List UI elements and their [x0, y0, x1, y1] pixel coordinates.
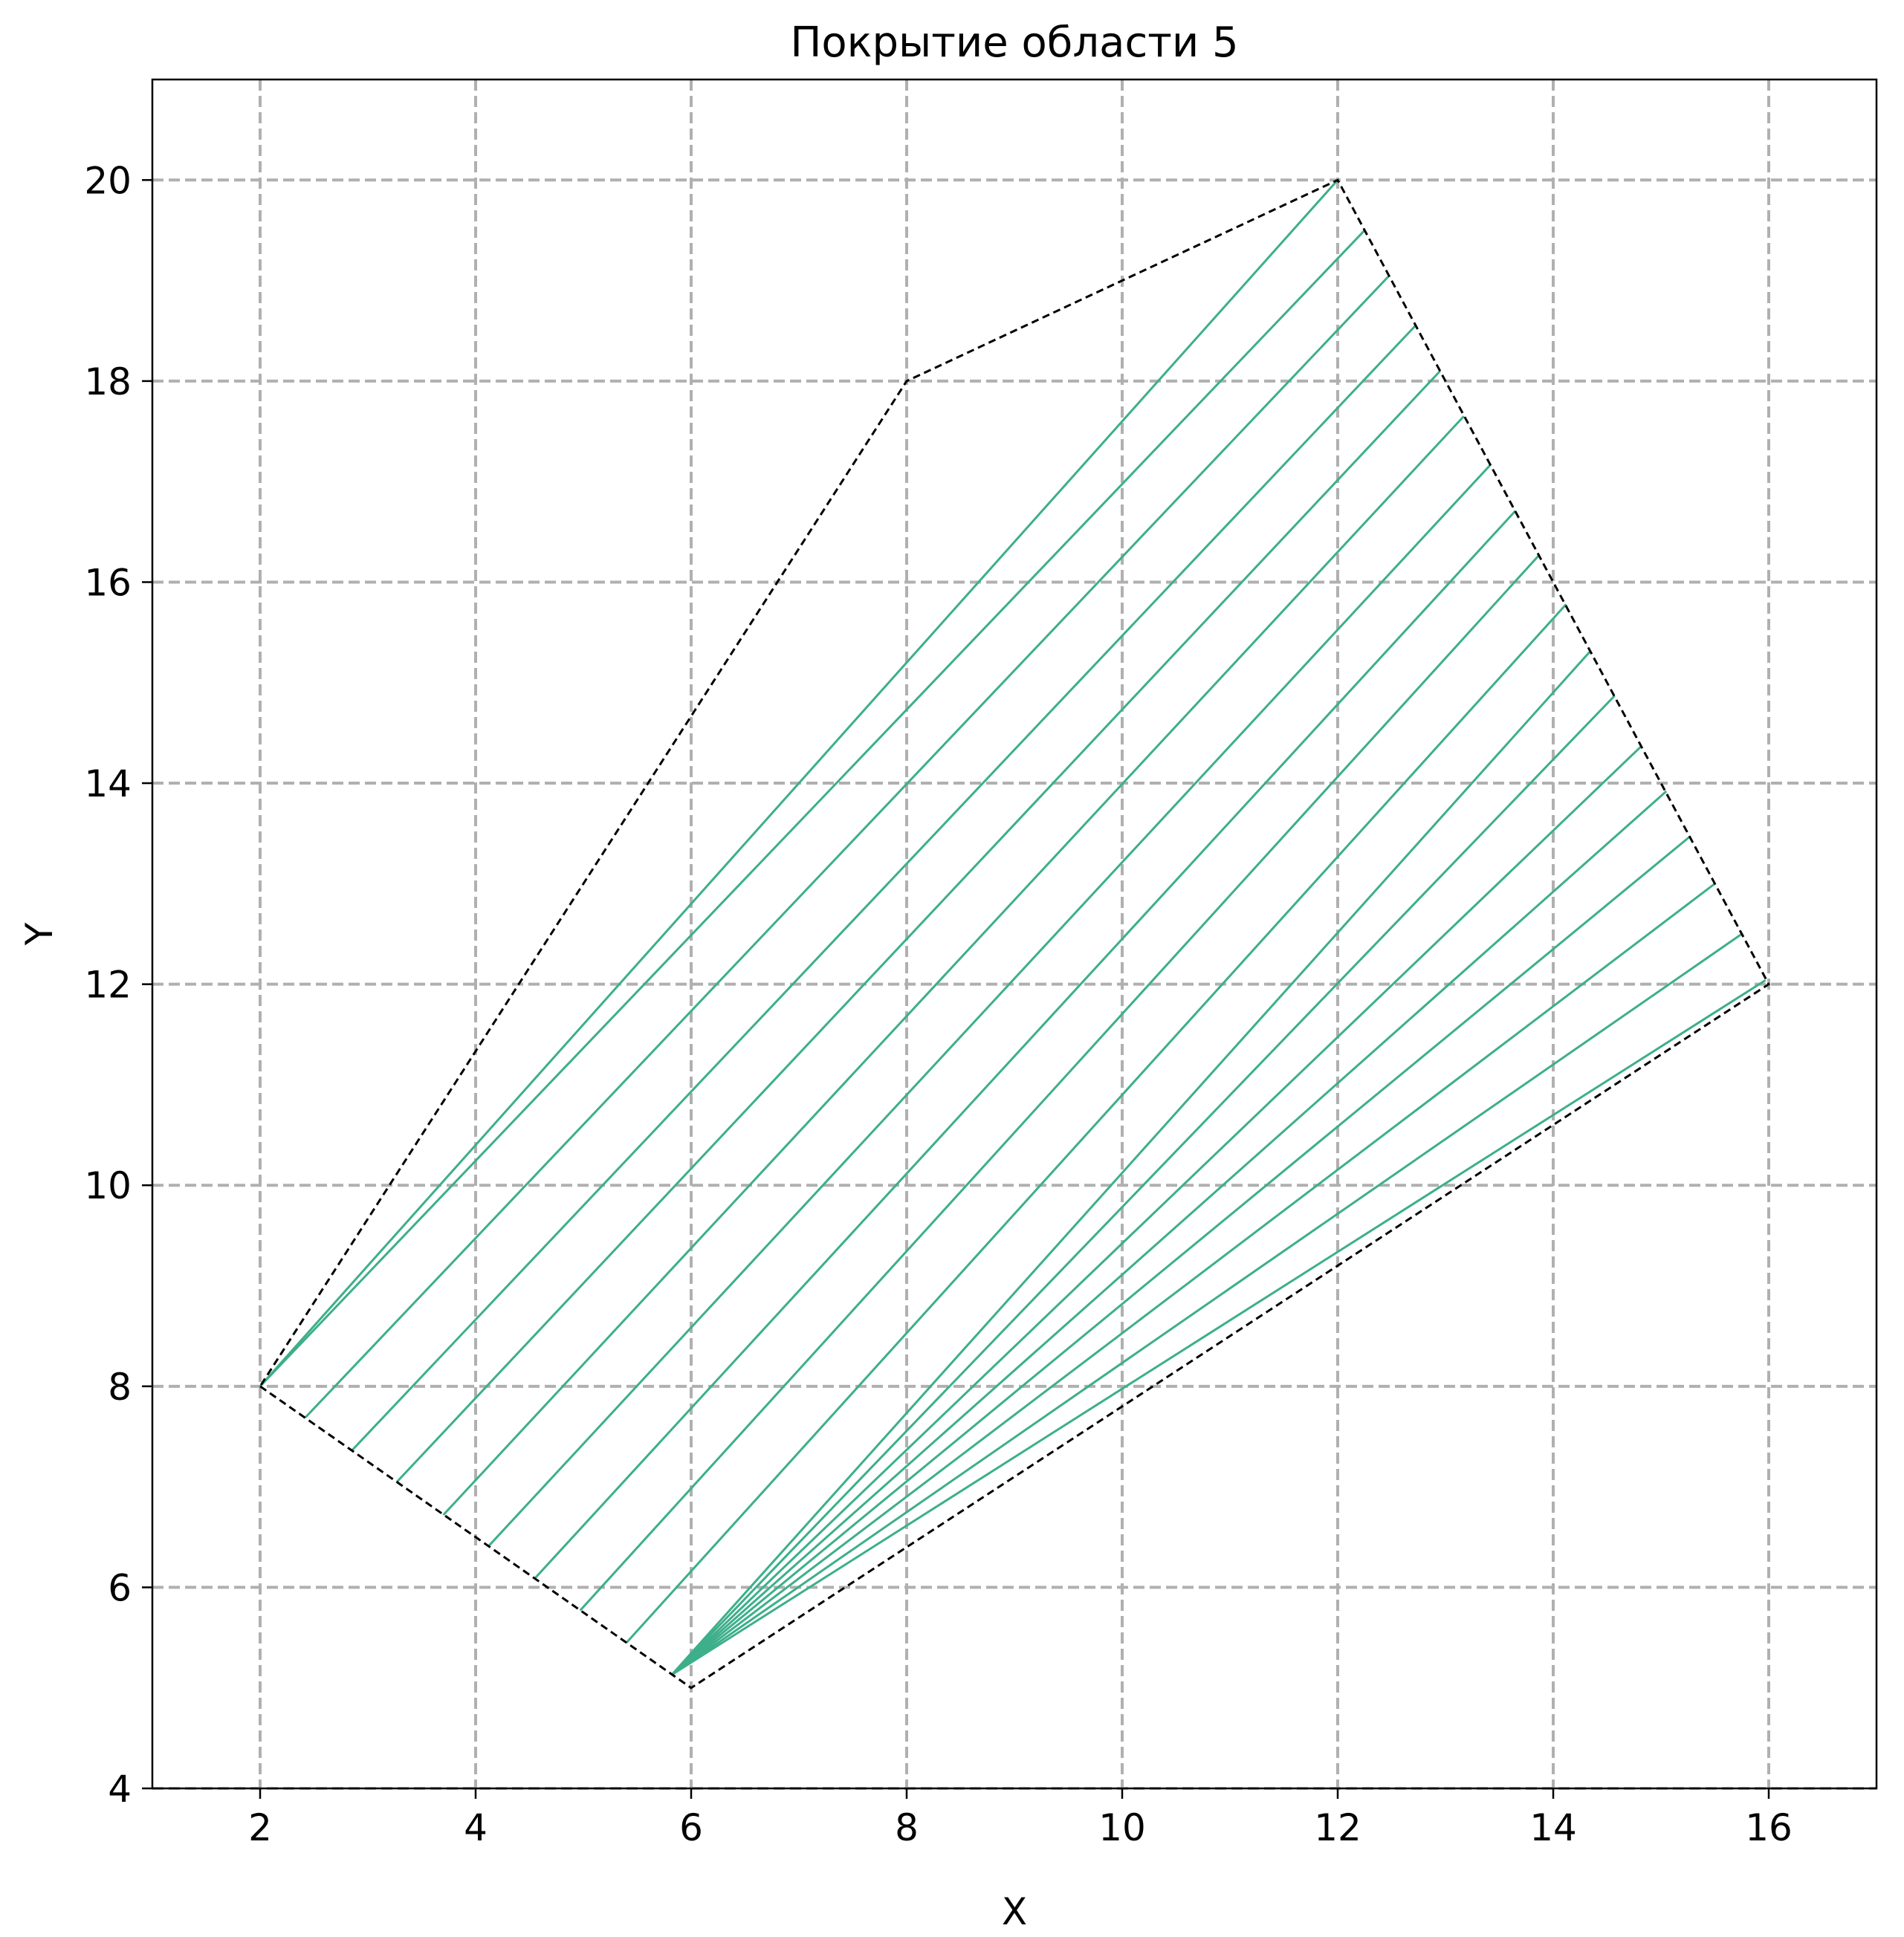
y-tick-label: 14: [84, 762, 132, 805]
y-tick-label: 8: [108, 1366, 132, 1409]
hatch-line: [670, 744, 1642, 1676]
hatch-line: [351, 325, 1416, 1452]
hatch-line: [259, 229, 1366, 1387]
hatch-line: [670, 695, 1616, 1676]
x-tick-label: 4: [464, 1806, 488, 1849]
x-axis-label: X: [1002, 1890, 1027, 1933]
hatch-line: [670, 835, 1691, 1676]
x-axis-ticks: 2 4 6 8 10 12 14 16: [248, 1788, 1793, 1849]
hatch-line: [671, 979, 1767, 1676]
x-tick-label: 12: [1314, 1806, 1361, 1849]
hatch-line: [396, 370, 1441, 1483]
y-tick-label: 6: [108, 1566, 132, 1609]
chart-title: Покрытие области 5: [790, 19, 1238, 67]
y-tick-label: 16: [84, 561, 132, 604]
hatch-line: [488, 464, 1492, 1547]
x-tick-label: 2: [248, 1806, 272, 1849]
y-tick-label: 4: [108, 1768, 132, 1811]
x-tick-label: 16: [1745, 1806, 1793, 1849]
hatch-line: [442, 415, 1465, 1516]
x-tick-label: 8: [895, 1806, 919, 1849]
y-axis-label: Y: [18, 922, 61, 946]
y-axis-ticks: 4 6 8 10 12 14 16 18 20: [84, 159, 152, 1811]
hatch-line: [304, 276, 1390, 1418]
hatch-line: [579, 554, 1541, 1612]
hatch-line: [670, 790, 1668, 1676]
y-tick-label: 20: [84, 159, 132, 202]
x-tick-label: 10: [1098, 1806, 1146, 1849]
coverage-hatch: [259, 179, 1767, 1676]
hatch-line: [671, 932, 1743, 1676]
y-tick-label: 12: [84, 964, 132, 1007]
y-tick-label: 10: [84, 1164, 132, 1207]
hatch-line: [670, 883, 1716, 1676]
plot-frame: [151, 78, 1878, 1790]
hatch-line: [670, 649, 1592, 1676]
hatch-line: [625, 603, 1567, 1644]
y-tick-label: 18: [84, 360, 132, 403]
hatch-line: [534, 510, 1517, 1580]
x-tick-label: 6: [679, 1806, 703, 1849]
hatch-line: [259, 179, 1339, 1387]
x-tick-label: 14: [1529, 1806, 1577, 1849]
